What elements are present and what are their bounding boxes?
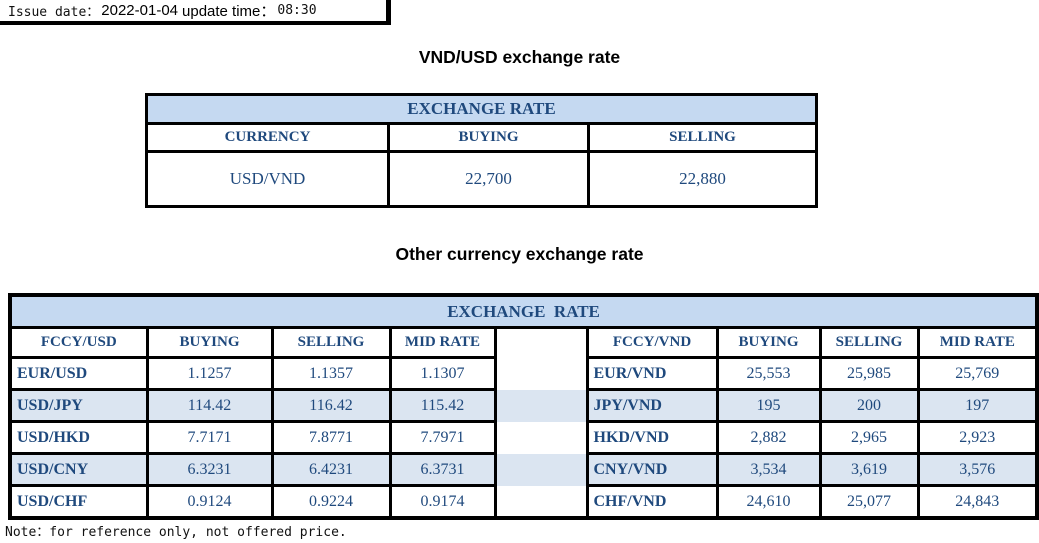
table2-header: EXCHANGE RATE	[8, 293, 1039, 329]
rate-cell: 2,965	[818, 420, 920, 455]
issue-date-label: Issue date：	[8, 5, 100, 20]
issue-date-box: Issue date： 2022-01-04 update time： 08:3…	[0, 0, 391, 25]
currency-pair-cell: USD/VND	[145, 150, 390, 208]
rate-cell: 24,610	[715, 484, 822, 520]
rate-cell: 3,534	[715, 452, 822, 487]
rate-cell: 0.9174	[388, 484, 497, 520]
rate-cell: 115.42	[388, 388, 497, 423]
currency-pair-cell: CNY/VND	[585, 452, 719, 487]
section2-title: Other currency exchange rate	[395, 244, 644, 264]
rate-cell: 3,576	[916, 452, 1039, 487]
currency-pair-cell: USD/JPY	[8, 388, 149, 423]
rate-cell: 197	[916, 388, 1039, 423]
exchange-row: EUR/USD 1.1257 1.1357 1.1307 EUR/VND 25,553 25…	[8, 356, 1039, 391]
rate-cell: 3,619	[818, 452, 920, 487]
table1-header: EXCHANGE RATE	[144, 93, 819, 125]
rate-cell: 114.42	[145, 388, 274, 423]
rate-cell: 25,985	[818, 356, 920, 391]
rate-cell: 6.3731	[388, 452, 497, 487]
footer-note: Note：for reference only, not offered pri…	[5, 525, 347, 540]
rate-cell: 6.4231	[270, 452, 392, 487]
update-time-value: 08:30	[277, 3, 317, 18]
rate-cell: 116.42	[270, 388, 392, 423]
col-selling-left: SELLING	[270, 326, 392, 359]
spacer-cell	[493, 326, 589, 358]
table1-colhead-row: CURRENCY BUYING SELLING	[145, 122, 819, 153]
spacer-cell	[493, 389, 589, 422]
spacer-cell	[493, 357, 589, 390]
table1-band-row: EXCHANGE RATE	[144, 93, 819, 125]
col-buying-right: BUYING	[715, 326, 822, 359]
section1-title: VND/USD exchange rate	[418, 47, 621, 67]
rate-cell: 200	[818, 388, 920, 423]
rate-cell: 22,880	[586, 150, 819, 208]
exchange-row: USD/HKD 7.7171 7.8771 7.7971 HKD/VND 2,882 2,9…	[8, 420, 1039, 455]
table2-band-row: EXCHANGE RATE	[8, 293, 1039, 329]
col-midrate-right: MID RATE	[916, 326, 1039, 359]
spacer-cell	[493, 485, 589, 518]
rate-cell: 1.1307	[388, 356, 497, 391]
rate-cell: 0.9124	[145, 484, 274, 520]
spacer-cell	[493, 421, 589, 454]
currency-pair-cell: HKD/VND	[585, 420, 719, 455]
rate-cell: 1.1357	[270, 356, 392, 391]
currency-pair-cell: USD/HKD	[8, 420, 149, 455]
rate-cell: 2,882	[715, 420, 822, 455]
currency-pair-cell: CHF/VND	[585, 484, 719, 520]
rate-cell: 7.7971	[388, 420, 497, 455]
issue-date-value: 2022-01-04	[101, 2, 179, 19]
col-selling-right: SELLING	[818, 326, 920, 359]
rate-cell: 7.8771	[270, 420, 392, 455]
currency-pair-cell: EUR/USD	[8, 356, 149, 391]
currency-pair-cell: JPY/VND	[585, 388, 719, 423]
rate-cell: 25,769	[916, 356, 1039, 391]
rate-cell: 25,077	[818, 484, 920, 520]
exchange-row: USD/CNY 6.3231 6.4231 6.3731 CNY/VND 3,534 3,6…	[8, 452, 1039, 487]
table2-colhead-row: FCCY/USD BUYING SELLING MID RATE FCCY/VN…	[8, 326, 1039, 359]
rate-cell: 195	[715, 388, 822, 423]
col-buying-left: BUYING	[145, 326, 274, 359]
rate-cell: 6.3231	[145, 452, 274, 487]
rate-cell: 22,700	[387, 150, 590, 208]
currency-pair-cell: USD/CNY	[8, 452, 149, 487]
col-selling: SELLING	[586, 122, 819, 153]
rate-cell: 25,553	[715, 356, 822, 391]
rate-cell: 7.7171	[145, 420, 274, 455]
update-time-label: update time：	[182, 3, 276, 20]
rate-cell: 24,843	[916, 484, 1039, 520]
col-midrate-left: MID RATE	[388, 326, 497, 359]
spacer-cell	[493, 453, 589, 486]
exchange-row: USD/CHF 0.9124 0.9224 0.9174 CHF/VND 24,610 25…	[8, 484, 1039, 520]
vnd-usd-table: EXCHANGE RATE CURRENCY BUYING SELLING US…	[144, 93, 819, 208]
rate-cell: 0.9224	[270, 484, 392, 520]
other-currency-table: EXCHANGE RATE FCCY/USD BUYING SELLING MI…	[8, 293, 1039, 520]
currency-pair-cell: USD/CHF	[8, 484, 149, 520]
col-buying: BUYING	[387, 122, 590, 153]
currency-pair-cell: EUR/VND	[585, 356, 719, 391]
table1-data-row: USD/VND 22,700 22,880	[145, 150, 819, 208]
exchange-row: USD/JPY 114.42 116.42 115.42 JPY/VND 195 200 19…	[8, 388, 1039, 423]
col-fccy-usd: FCCY/USD	[8, 326, 149, 359]
col-fccy-vnd: FCCY/VND	[585, 326, 719, 359]
col-currency: CURRENCY	[145, 122, 390, 153]
rate-cell: 1.1257	[145, 356, 274, 391]
rate-cell: 2,923	[916, 420, 1039, 455]
